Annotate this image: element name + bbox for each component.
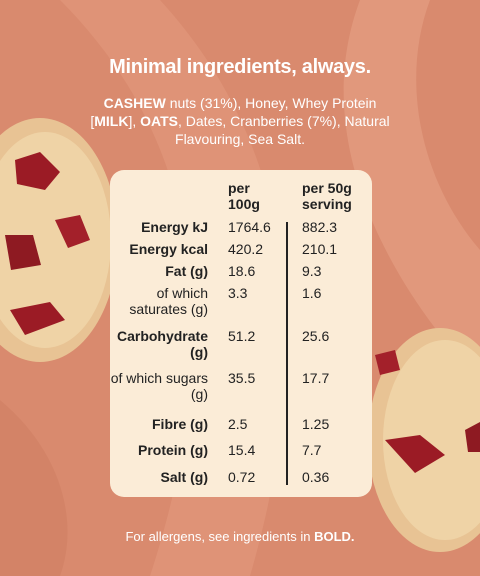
cell-value: 3.3 xyxy=(228,285,248,301)
text-segment: , Dates, Cranberries (7%), Natural Flavo… xyxy=(175,113,390,147)
text-segment: ], xyxy=(128,113,141,129)
column-header: per 50g serving xyxy=(302,180,352,212)
text-segment: nuts (31%), Honey, Whey Protein [ xyxy=(90,95,377,129)
cell-value: 2.5 xyxy=(228,416,248,432)
cookie-right xyxy=(368,328,480,552)
column-divider xyxy=(286,222,288,485)
column-header: per 100g xyxy=(228,180,260,212)
text-segment: CASHEW xyxy=(103,95,166,111)
cell-value: 1764.6 xyxy=(228,219,271,235)
cell-value: 420.2 xyxy=(228,241,264,257)
ingredients: CASHEW nuts (31%), Honey, Whey Protein [… xyxy=(90,94,390,148)
cell-value: 15.4 xyxy=(228,442,256,458)
footer: For allergens, see ingredients in BOLD. xyxy=(0,529,480,544)
text-segment: OATS xyxy=(140,113,178,129)
cell-value: 17.7 xyxy=(302,370,330,386)
row-label: Salt (g) xyxy=(160,469,208,485)
cell-value: 882.3 xyxy=(302,219,338,235)
row-label: of which sugars (g) xyxy=(110,370,208,402)
row-label: Fibre (g) xyxy=(152,416,208,432)
title: Minimal ingredients, always. xyxy=(109,56,371,78)
cell-value: 0.36 xyxy=(302,469,330,485)
cell-value: 51.2 xyxy=(228,328,256,344)
row-label: Carbohydrate (g) xyxy=(116,328,208,360)
cell-value: 0.72 xyxy=(228,469,256,485)
row-label: Protein (g) xyxy=(138,442,208,458)
text-segment: BOLD. xyxy=(314,529,355,544)
text-segment: For allergens, see ingredients in xyxy=(125,529,315,544)
cell-value: 210.1 xyxy=(302,241,338,257)
cell-value: 7.7 xyxy=(302,442,322,458)
cookie-left xyxy=(0,118,118,362)
cell-value: 35.5 xyxy=(228,370,256,386)
cell-value: 1.25 xyxy=(302,416,330,432)
cell-value: 25.6 xyxy=(302,328,330,344)
row-label: Fat (g) xyxy=(165,263,208,279)
nutrition-card xyxy=(110,170,372,497)
row-label: Energy kJ xyxy=(141,219,208,235)
row-label: of which saturates (g) xyxy=(129,285,208,317)
cell-value: 18.6 xyxy=(228,263,256,279)
text-segment: MILK xyxy=(94,113,129,129)
cell-value: 9.3 xyxy=(302,263,322,279)
row-label: Energy kcal xyxy=(129,241,208,257)
cell-value: 1.6 xyxy=(302,285,322,301)
